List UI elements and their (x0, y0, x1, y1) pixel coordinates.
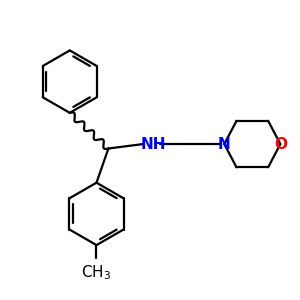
Text: NH: NH (140, 136, 166, 152)
Text: O: O (274, 136, 287, 152)
Text: CH$_3$: CH$_3$ (81, 263, 112, 282)
Text: N: N (218, 136, 231, 152)
